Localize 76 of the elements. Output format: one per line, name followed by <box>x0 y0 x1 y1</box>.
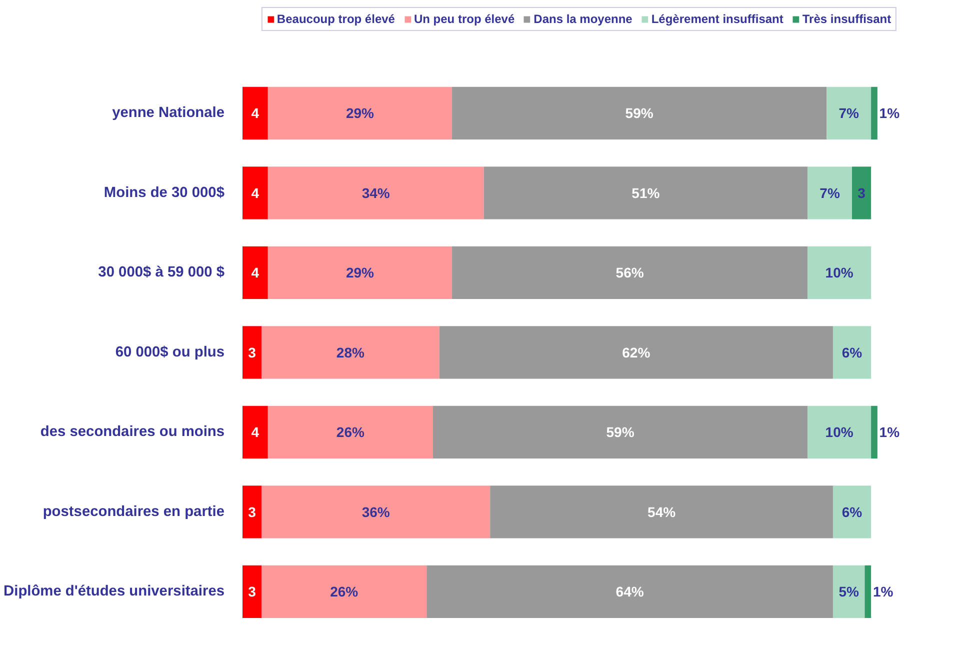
data-label: 3 <box>248 344 256 360</box>
bar <box>268 406 433 458</box>
data-label: 56% <box>616 264 644 281</box>
bar <box>808 246 872 299</box>
data-label: 29% <box>346 105 375 122</box>
legend-label: Un peu trop élevé <box>414 12 515 26</box>
bar <box>808 166 852 220</box>
bar <box>808 406 872 458</box>
data-label: 3 <box>858 184 866 201</box>
data-label: 4 <box>251 264 260 281</box>
bar <box>490 486 833 538</box>
bar <box>268 166 484 220</box>
data-label: 1% <box>879 424 900 440</box>
data-label: 54% <box>648 504 676 520</box>
data-label: 26% <box>336 424 365 440</box>
data-label: 3 <box>248 584 256 600</box>
data-label: 64% <box>616 584 644 600</box>
bar <box>242 406 268 458</box>
data-label: 1% <box>872 584 894 600</box>
data-label: 51% <box>632 184 660 201</box>
bar <box>426 565 833 618</box>
data-label: 28% <box>336 344 365 360</box>
bar <box>452 246 808 299</box>
bar <box>452 86 827 140</box>
bar <box>432 406 808 458</box>
data-label: 1% <box>879 105 900 122</box>
y-tick-label: Diplôme d'études universitaires <box>4 584 224 600</box>
bar <box>262 326 440 379</box>
data-label: 10% <box>825 424 854 440</box>
data-label: 6% <box>842 504 863 520</box>
bar <box>484 166 808 220</box>
data-label: 3 <box>248 504 256 520</box>
legend-label: Beaucoup trop élevé <box>276 12 395 26</box>
bar <box>242 246 268 299</box>
data-label: 4 <box>251 105 260 122</box>
data-label: 6% <box>842 344 863 360</box>
y-tick-label: des secondaires ou moins <box>40 424 224 440</box>
bar <box>268 86 452 140</box>
bar <box>262 486 490 538</box>
data-label: 36% <box>362 504 390 520</box>
data-label: 62% <box>622 344 651 360</box>
data-label: 59% <box>625 105 654 122</box>
bar <box>832 486 872 538</box>
legend-label: Très insuffisant <box>802 12 892 26</box>
data-label: 5% <box>838 584 860 600</box>
data-label: 7% <box>838 105 860 122</box>
y-tick-label: postsecondaires en partie <box>42 504 225 520</box>
bar <box>268 246 452 299</box>
bar <box>826 86 872 140</box>
data-label: 4 <box>251 424 260 440</box>
bar <box>871 86 878 140</box>
data-label: 34% <box>362 184 390 201</box>
bar <box>242 565 262 618</box>
data-label: 26% <box>330 584 359 600</box>
bar <box>242 166 268 220</box>
data-label: 4 <box>251 184 260 201</box>
legend-label: Dans la moyenne <box>534 12 632 26</box>
bar <box>242 486 262 538</box>
bar <box>242 86 268 140</box>
data-label: 10% <box>825 264 854 281</box>
bar <box>242 326 262 379</box>
bar <box>262 565 427 618</box>
y-tick-label: Moins de 30 000$ <box>104 184 225 201</box>
bar <box>871 406 878 458</box>
legend-label: Légèrement insuffisant <box>651 12 784 26</box>
data-label: 29% <box>346 264 375 281</box>
y-tick-label: yenne Nationale <box>112 105 225 122</box>
data-label: 7% <box>820 184 840 201</box>
data-label: 59% <box>606 424 635 440</box>
bar <box>864 565 872 618</box>
y-tick-label: 30 000$ à 59 000 $ <box>98 264 225 281</box>
y-tick-label: 60 000$ ou plus <box>115 344 224 360</box>
bar <box>852 166 872 220</box>
bar <box>832 326 872 379</box>
bar <box>832 565 865 618</box>
bar <box>439 326 833 379</box>
